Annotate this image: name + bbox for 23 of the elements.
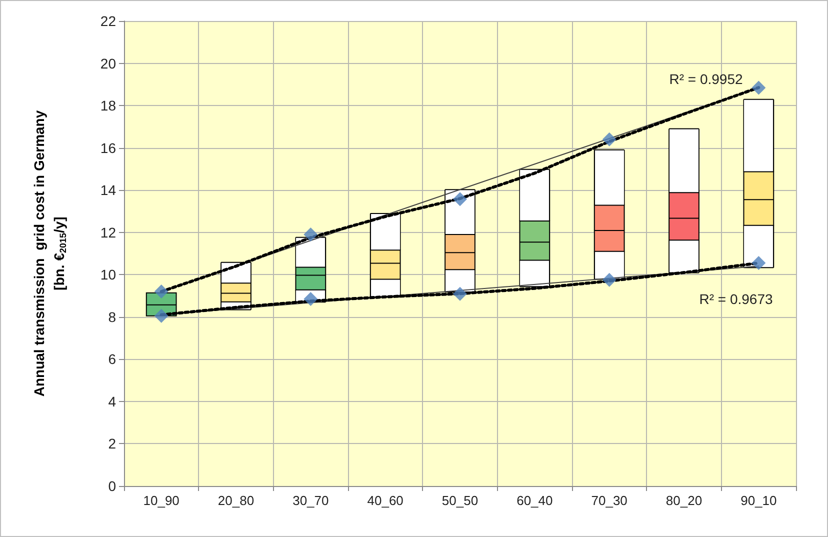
x-tick-label: 70_30 xyxy=(591,493,628,508)
y-tick-label: 18 xyxy=(100,98,116,114)
annotation: R² = 0.9952 xyxy=(669,71,743,87)
y-tick-label: 20 xyxy=(100,55,116,72)
y-tick-label: 12 xyxy=(100,224,116,240)
x-tick-label: 90_10 xyxy=(740,493,777,508)
y-tick-label: 14 xyxy=(100,182,116,198)
y-tick-label: 8 xyxy=(108,308,116,325)
x-tick-label: 60_40 xyxy=(516,493,553,508)
y-tick-label: 6 xyxy=(108,351,116,368)
annotation: R² = 0.9673 xyxy=(699,291,773,307)
y-tick-label: 16 xyxy=(100,140,116,156)
x-tick-label: 80_20 xyxy=(666,493,702,508)
y-tick-label: 22 xyxy=(100,13,116,29)
x-tick-label: 10_90 xyxy=(143,493,180,508)
y-tick-label: 4 xyxy=(108,393,116,410)
y-tick-label: 10 xyxy=(100,266,116,283)
x-tick-label: 50_50 xyxy=(442,493,478,508)
y-tick-label: 0 xyxy=(108,478,116,494)
x-tick-label: 30_70 xyxy=(292,493,329,508)
x-tick-label: 20_80 xyxy=(218,493,254,508)
y-tick-label: 2 xyxy=(108,436,116,452)
x-tick-label: 40_60 xyxy=(367,493,404,508)
